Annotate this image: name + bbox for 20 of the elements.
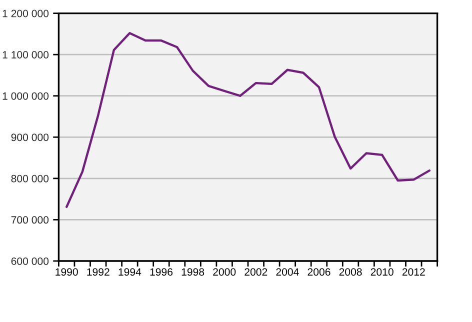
x-tick-label: 2000 — [213, 268, 236, 276]
x-tick-label: 2012 — [402, 268, 425, 276]
x-tick-label: 2010 — [370, 268, 394, 276]
x-tick-label: 2004 — [276, 268, 299, 276]
x-tick-label: 2006 — [308, 268, 330, 276]
y-tick-label: 1 200 000 — [2, 10, 49, 18]
x-tick-label: 2002 — [244, 268, 268, 276]
y-tick-label: 1 000 000 — [2, 92, 49, 100]
x-tick-label: 1994 — [118, 268, 142, 276]
x-tick-label: 1996 — [150, 268, 173, 276]
x-tick-label: 1998 — [182, 268, 204, 276]
x-tick-label: 1990 — [56, 268, 78, 276]
x-tick-label: 2008 — [339, 268, 362, 276]
y-tick-label: 600 000 — [11, 257, 49, 265]
y-tick-label: 1 100 000 — [2, 51, 49, 59]
line-series — [65, 32, 431, 208]
y-tick-label: 800 000 — [11, 174, 49, 182]
y-tick-label: 700 000 — [11, 216, 49, 224]
y-tick-label: 900 000 — [11, 134, 49, 142]
x-tick-label: 1992 — [87, 268, 110, 276]
